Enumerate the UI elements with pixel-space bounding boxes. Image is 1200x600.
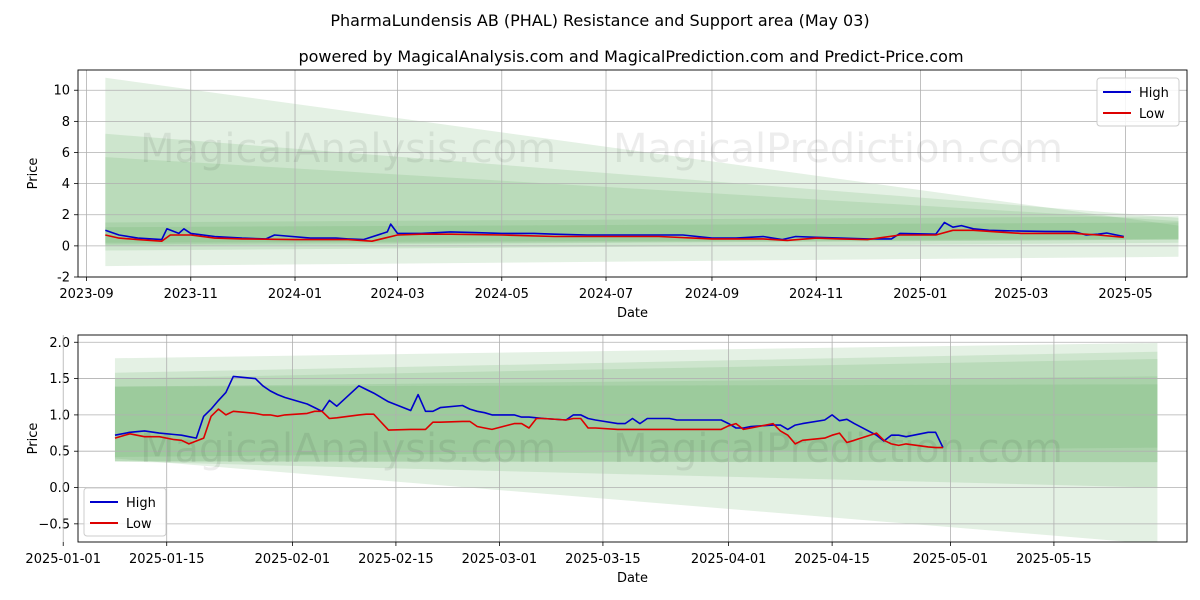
y-tick-label: 0.0	[49, 481, 70, 496]
support-resistance-band	[105, 133, 1179, 251]
series-group	[114, 375, 944, 449]
x-tick-label: 2025-01-15	[129, 552, 205, 567]
x-tick-label: 2024-05	[475, 287, 529, 302]
y-tick-label: 2	[62, 208, 70, 223]
y-tick-label: 4	[62, 177, 70, 192]
legend-label-low: Low	[126, 517, 152, 532]
x-tick-label: 2025-03	[994, 287, 1048, 302]
x-tick-label: 2023-11	[164, 287, 218, 302]
legend-label-low: Low	[1139, 107, 1165, 122]
x-axis-label: Date	[617, 306, 648, 321]
x-tick-label: 2025-01-01	[25, 552, 101, 567]
support-resistance-band	[114, 342, 1158, 542]
y-tick-label: 2.0	[49, 336, 70, 351]
x-tick-label: 2025-02-01	[255, 552, 331, 567]
chart-panel-1: -2 0 2 4 6 8 10 2023-09 2023-11 2024-01 2024-03 202…	[26, 69, 1188, 321]
y-tick-label: 1.0	[49, 408, 70, 423]
support-resistance-band	[105, 216, 1179, 245]
x-axis-label: Date	[617, 571, 648, 586]
charts-container: -2 0 2 4 6 8 10 2023-09 2023-11 2024-01 2024-03 202…	[25, 69, 1188, 586]
x-tick-label: 2025-04-15	[794, 552, 870, 567]
series-line-low	[105, 229, 1124, 242]
legend-label-high: High	[1139, 86, 1169, 101]
y-tick-label: 8	[62, 115, 70, 130]
x-tick-label: 2023-09	[59, 287, 113, 302]
watermark-prediction: MagicalPrediction.com	[613, 126, 1063, 172]
x-tick-label: 2024-09	[685, 287, 739, 302]
x-tick-label: 2025-05	[1098, 287, 1152, 302]
legend-label-high: High	[126, 496, 156, 511]
legend: High Low	[1096, 77, 1180, 127]
series-group	[105, 221, 1124, 242]
plot-frame	[77, 69, 1188, 278]
chart-title: PharmaLundensis AB (PHAL) Resistance and…	[330, 11, 869, 30]
chart-panel-2: −0.5 0.0 0.5 1.0 1.5 2.0 2025-01-01 2025-01-15 2…	[25, 334, 1188, 586]
x-tick-label: 2024-11	[789, 287, 843, 302]
legend: High Low	[83, 487, 167, 537]
x-tick-label: 2024-03	[370, 287, 424, 302]
x-tick-label: 2025-05-01	[913, 552, 989, 567]
axis-ticks: -2 0 2 4 6 8 10 2023-09 2023-11 2024-01 2024-03 202…	[53, 70, 1187, 302]
band-group	[105, 77, 1179, 267]
x-tick-label: 2024-07	[579, 287, 633, 302]
chart-subtitle: powered by MagicalAnalysis.com and Magic…	[298, 47, 963, 66]
support-resistance-band	[114, 358, 1158, 463]
support-resistance-band	[105, 222, 1179, 243]
y-tick-label: -2	[57, 271, 70, 286]
y-tick-label: 10	[53, 84, 70, 99]
y-tick-label: 1.5	[49, 372, 70, 387]
support-resistance-band	[105, 77, 1179, 267]
series-line-high	[105, 221, 1124, 241]
x-tick-label: 2025-04-01	[691, 552, 767, 567]
x-tick-label: 2024-01	[268, 287, 322, 302]
series-line-low	[114, 408, 943, 449]
watermark-analysis: MagicalAnalysis.com	[140, 126, 556, 172]
y-tick-label: 0.5	[49, 445, 70, 460]
y-tick-label: 0	[62, 239, 70, 254]
plot-frame	[77, 334, 1188, 543]
x-tick-label: 2025-03-15	[565, 552, 641, 567]
x-tick-label: 2025-03-01	[462, 552, 538, 567]
axis-ticks: −0.5 0.0 0.5 1.0 1.5 2.0 2025-01-01 2025-01-15 2…	[25, 335, 1187, 567]
series-line-high	[114, 375, 944, 448]
y-axis-label: Price	[26, 158, 41, 190]
x-tick-label: 2025-05-15	[1016, 552, 1092, 567]
support-resistance-band	[114, 376, 1158, 463]
support-resistance-band	[114, 351, 1158, 488]
y-tick-label: −0.5	[38, 517, 70, 532]
support-resistance-band	[105, 157, 1179, 246]
y-tick-label: 6	[62, 146, 70, 161]
y-axis-label: Price	[26, 423, 41, 455]
x-tick-label: 2025-01	[893, 287, 947, 302]
band-group	[114, 342, 1158, 542]
watermark-analysis: MagicalAnalysis.com	[140, 426, 556, 472]
x-tick-label: 2025-02-15	[358, 552, 434, 567]
